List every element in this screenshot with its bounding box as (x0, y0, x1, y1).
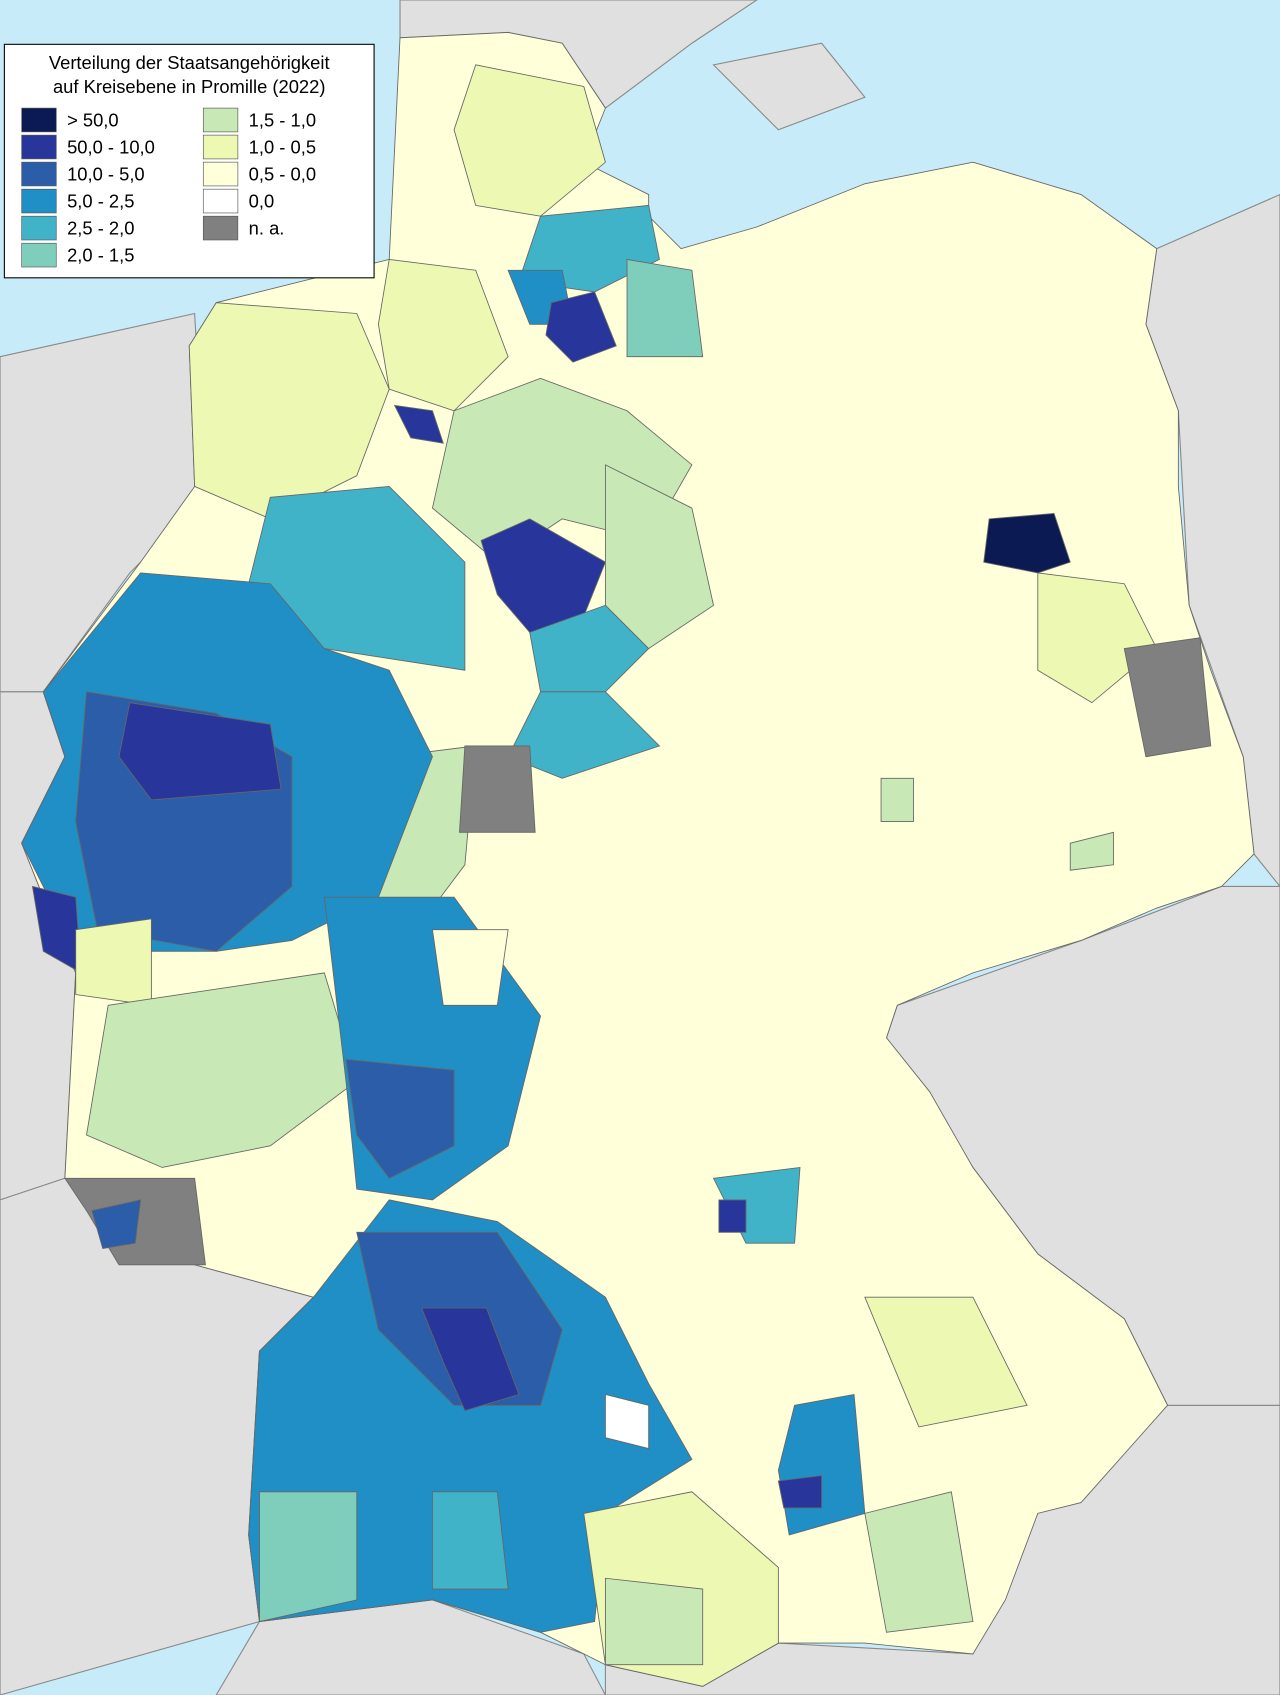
region (864, 1491, 974, 1633)
legend-swatch (21, 161, 57, 187)
legend-title: auf Kreisebene in Promille (2022) (53, 76, 325, 97)
legend-title: Verteilung der Staatsangehörigkeit (49, 52, 330, 73)
cottbus (1123, 637, 1212, 758)
region (432, 1491, 509, 1590)
region (880, 777, 914, 822)
region (431, 929, 509, 1006)
nuremberg (718, 1199, 747, 1233)
legend-label: 5,0 - 2,5 (67, 191, 134, 212)
legend-swatch (21, 215, 57, 241)
region (529, 604, 650, 693)
legend-label: 0,5 - 0,0 (249, 164, 316, 185)
region (75, 918, 152, 1006)
region (604, 1393, 650, 1450)
ruhr-core (118, 702, 282, 801)
region (86, 972, 358, 1168)
berlin (983, 513, 1071, 574)
legend-swatch (202, 188, 239, 214)
stuttgart-core (421, 1307, 520, 1412)
legend-label: 2,5 - 2,0 (67, 218, 134, 239)
hamburg (545, 291, 617, 363)
region (626, 258, 704, 358)
bremen (393, 404, 444, 444)
legend-swatch (202, 161, 239, 187)
munich (777, 1475, 823, 1509)
region (604, 1577, 704, 1666)
legend-swatch (21, 134, 57, 160)
legend-label: 1,5 - 1,0 (249, 109, 316, 130)
goettingen (459, 745, 536, 833)
legend-label: 50,0 - 10,0 (67, 137, 155, 158)
region (259, 1491, 358, 1623)
legend-label: n. a. (249, 218, 285, 239)
legend-box (3, 43, 375, 279)
legend-label: 2,0 - 1,5 (67, 245, 134, 266)
legend-label: 10,0 - 5,0 (67, 164, 145, 185)
legend-swatch (21, 107, 57, 133)
legend-swatch (21, 188, 57, 214)
legend-label: 0,0 (249, 191, 275, 212)
legend-label: > 50,0 (67, 109, 119, 130)
island (712, 42, 866, 131)
legend-swatch (202, 107, 239, 133)
legend-swatch (202, 134, 239, 160)
legend: Verteilung der Staatsangehörigkeit auf Kr… (21, 52, 330, 268)
legend-label: 1,0 - 0,5 (249, 137, 316, 158)
frankfurt (345, 1058, 455, 1179)
region (1069, 831, 1114, 871)
saarbruecken (91, 1199, 142, 1250)
legend-swatch (202, 215, 239, 241)
legend-swatch (21, 242, 57, 268)
region (864, 1296, 1028, 1428)
region (1037, 572, 1158, 704)
region (604, 464, 714, 650)
